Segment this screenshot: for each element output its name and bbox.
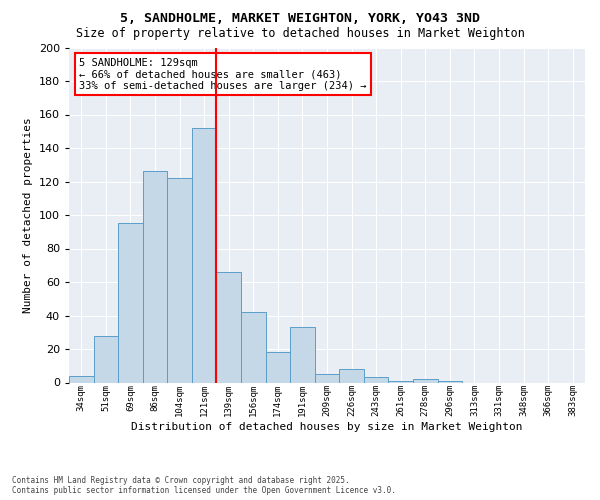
Bar xyxy=(315,374,339,382)
Bar xyxy=(437,381,462,382)
Text: Contains HM Land Registry data © Crown copyright and database right 2025.
Contai: Contains HM Land Registry data © Crown c… xyxy=(12,476,396,495)
Bar xyxy=(118,224,143,382)
Text: Size of property relative to detached houses in Market Weighton: Size of property relative to detached ho… xyxy=(76,28,524,40)
X-axis label: Distribution of detached houses by size in Market Weighton: Distribution of detached houses by size … xyxy=(131,422,523,432)
Text: 5 SANDHOLME: 129sqm
← 66% of detached houses are smaller (463)
33% of semi-detac: 5 SANDHOLME: 129sqm ← 66% of detached ho… xyxy=(79,58,367,91)
Bar xyxy=(94,336,118,382)
Bar xyxy=(192,128,217,382)
Bar xyxy=(167,178,192,382)
Bar xyxy=(217,272,241,382)
Bar xyxy=(143,172,167,382)
Bar xyxy=(388,381,413,382)
Text: 5, SANDHOLME, MARKET WEIGHTON, YORK, YO43 3ND: 5, SANDHOLME, MARKET WEIGHTON, YORK, YO4… xyxy=(120,12,480,26)
Bar xyxy=(290,327,315,382)
Bar xyxy=(413,379,437,382)
Bar xyxy=(364,378,388,382)
Bar xyxy=(69,376,94,382)
Y-axis label: Number of detached properties: Number of detached properties xyxy=(23,117,33,313)
Bar xyxy=(339,369,364,382)
Bar xyxy=(241,312,266,382)
Bar xyxy=(266,352,290,382)
